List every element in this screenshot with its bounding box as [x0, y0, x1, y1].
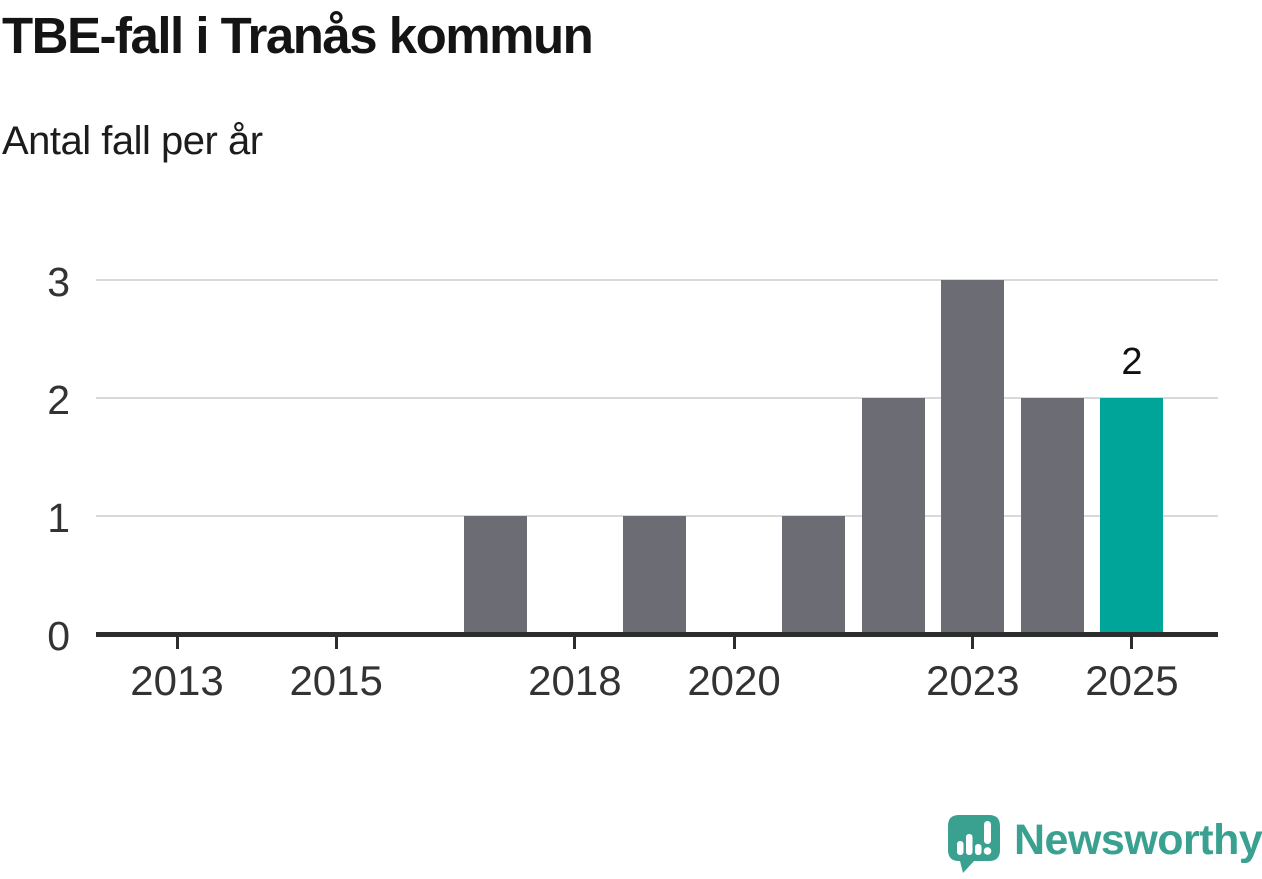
bar-value-label: 2	[1121, 341, 1143, 383]
chart-title: TBE-fall i Tranås kommun	[2, 7, 594, 64]
y-tick-label: 1	[47, 495, 70, 541]
gridline-y-2	[96, 397, 1218, 399]
chart-subtitle: Antal fall per år	[2, 119, 263, 163]
x-tick-2025	[1130, 637, 1134, 649]
y-tick-label: 2	[47, 377, 70, 423]
x-tick-label: 2018	[528, 657, 622, 704]
x-tick-label: 2020	[687, 657, 781, 704]
bar-2021	[782, 516, 846, 636]
bar-2019	[622, 516, 686, 636]
bar-2022	[861, 398, 925, 636]
newsworthy-logo-text: Newsworthy	[1014, 816, 1262, 864]
bar-2017	[463, 516, 527, 636]
newsworthy-branding: Newsworthy	[948, 815, 1262, 873]
x-tick-2023	[971, 637, 975, 649]
x-tick-2020	[732, 637, 736, 649]
x-axis-line	[96, 632, 1218, 637]
bar-2023	[941, 280, 1005, 636]
bar-2024	[1020, 398, 1084, 636]
x-tick-2018	[573, 637, 577, 649]
x-tick-2013	[175, 637, 179, 649]
x-tick-label: 2015	[289, 657, 383, 704]
newsworthy-logo-icon	[948, 815, 1000, 873]
x-tick-label: 2023	[926, 657, 1020, 704]
y-tick-label: 3	[47, 259, 70, 305]
x-tick-2015	[334, 637, 338, 649]
x-tick-label: 2025	[1085, 657, 1179, 704]
bar-highlighted-2025	[1100, 398, 1164, 636]
y-tick-label: 0	[47, 613, 70, 659]
gridline-y-3	[96, 279, 1218, 281]
x-tick-label: 2013	[130, 657, 224, 704]
